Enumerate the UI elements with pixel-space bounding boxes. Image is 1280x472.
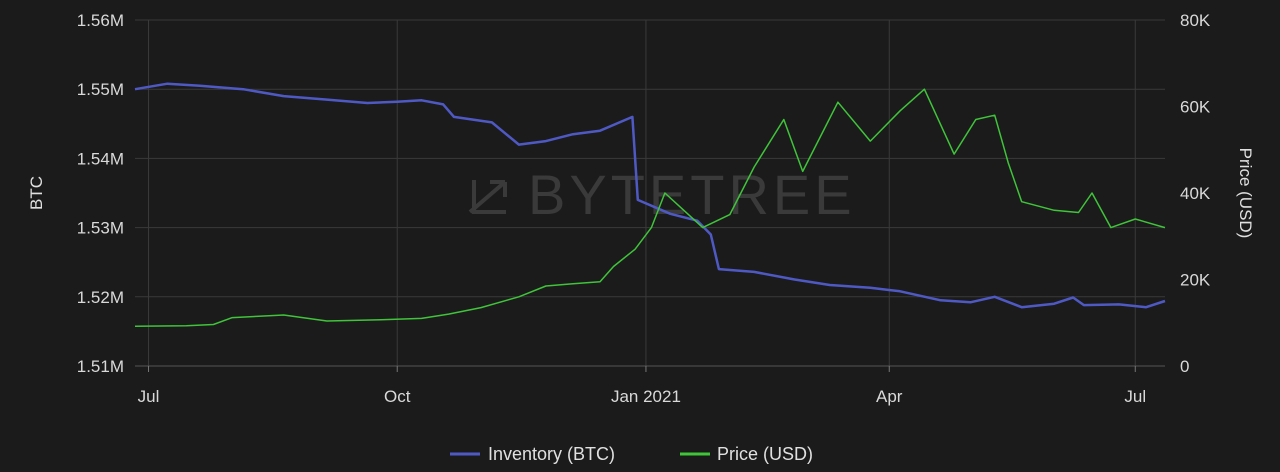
right-tick-label: 60K (1180, 98, 1211, 117)
legend-item-inventory[interactable]: Inventory (BTC) (450, 444, 615, 464)
right-axis-ticks: 0 20K 40K 60K 80K (1180, 11, 1211, 376)
x-tick-label: Jan 2021 (611, 387, 681, 406)
left-tick-label: 1.54M (77, 149, 124, 168)
left-axis-label: BTC (27, 176, 46, 210)
series-layer (134, 82, 1166, 327)
right-tick-label: 0 (1180, 357, 1189, 376)
legend-item-price[interactable]: Price (USD) (680, 444, 813, 464)
left-tick-label: 1.52M (77, 288, 124, 307)
left-axis-ticks: 1.51M 1.52M 1.53M 1.54M 1.55M 1.56M (77, 11, 124, 376)
legend: Inventory (BTC) Price (USD) (450, 444, 813, 464)
left-tick-label: 1.56M (77, 11, 124, 30)
watermark-logo-icon (468, 180, 507, 214)
series-line-price (134, 88, 1166, 327)
left-tick-label: 1.53M (77, 219, 124, 238)
watermark: BYTETREE (468, 163, 856, 226)
watermark-text: BYTETREE (528, 163, 856, 226)
left-tick-label: 1.51M (77, 357, 124, 376)
x-tick-label: Oct (384, 387, 411, 406)
x-tick-label: Jul (1124, 387, 1146, 406)
grid (135, 19, 1165, 367)
x-tick-label: Jul (138, 387, 160, 406)
left-tick-label: 1.55M (77, 80, 124, 99)
right-tick-label: 40K (1180, 184, 1211, 203)
right-tick-label: 80K (1180, 11, 1211, 30)
legend-label-inventory: Inventory (BTC) (488, 444, 615, 464)
series-line-inventory (134, 82, 1166, 309)
x-tick-label: Apr (876, 387, 903, 406)
right-tick-label: 20K (1180, 271, 1211, 290)
x-axis-ticks: Jul Oct Jan 2021 Apr Jul (138, 366, 1146, 406)
right-axis-label: Price (USD) (1236, 148, 1255, 239)
legend-label-price: Price (USD) (717, 444, 813, 464)
